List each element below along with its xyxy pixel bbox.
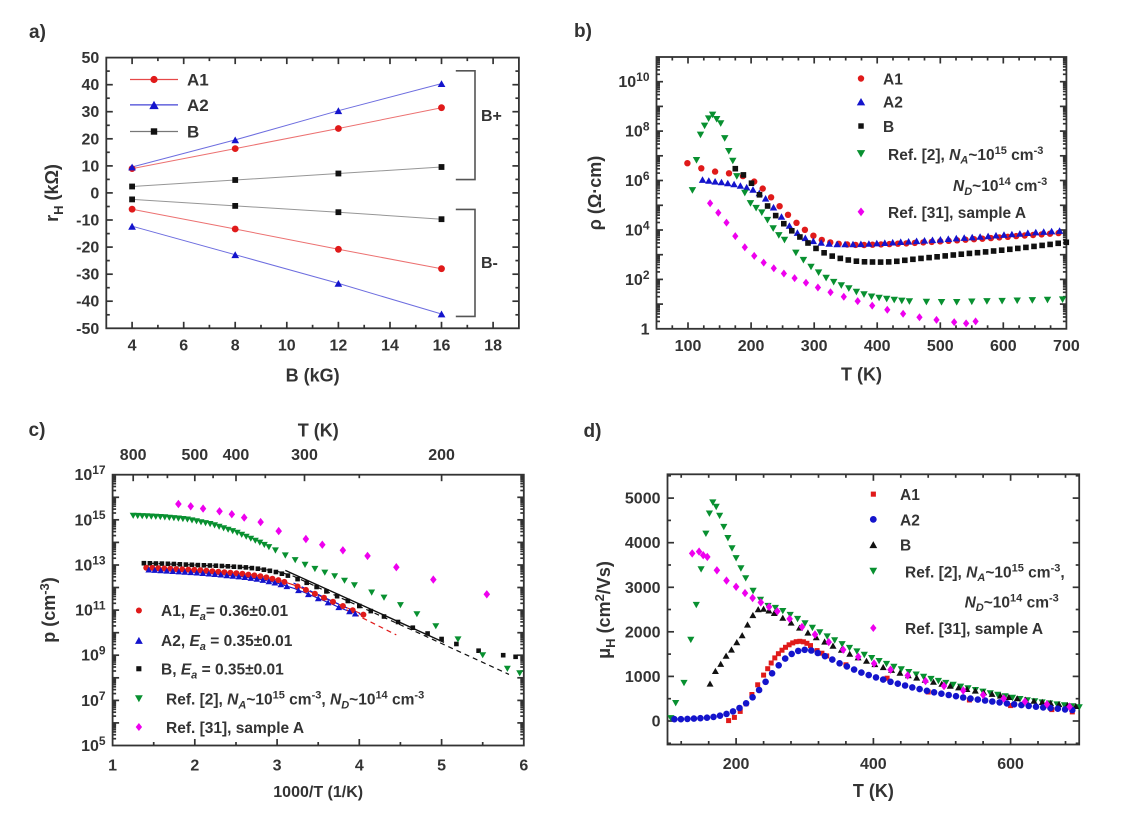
svg-text:12: 12 — [329, 337, 347, 354]
svg-text:2: 2 — [190, 758, 199, 775]
svg-text:5000: 5000 — [625, 491, 661, 508]
svg-text:300: 300 — [291, 447, 318, 464]
svg-text:18: 18 — [484, 337, 502, 354]
svg-text:6: 6 — [519, 758, 528, 775]
svg-text:30: 30 — [82, 104, 100, 121]
svg-text:200: 200 — [738, 338, 765, 355]
svg-text:400: 400 — [864, 338, 891, 355]
svg-text:d): d) — [584, 421, 602, 442]
svg-text:ND~1014 cm-3: ND~1014 cm-3 — [953, 176, 1047, 198]
svg-text:B: B — [883, 119, 894, 136]
svg-text:108: 108 — [625, 120, 650, 141]
svg-text:-50: -50 — [76, 321, 99, 338]
svg-text:A1: A1 — [883, 72, 903, 89]
svg-text:50: 50 — [82, 50, 100, 67]
svg-text:B, Ea = 0.35±0.01: B, Ea = 0.35±0.01 — [161, 662, 284, 682]
svg-text:400: 400 — [223, 447, 250, 464]
svg-text:1010: 1010 — [618, 70, 649, 91]
svg-text:B: B — [900, 538, 911, 555]
svg-text:B: B — [187, 123, 199, 142]
svg-text:4: 4 — [355, 758, 364, 775]
svg-text:109: 109 — [81, 644, 106, 665]
svg-text:-10: -10 — [76, 213, 99, 230]
svg-text:200: 200 — [723, 756, 750, 773]
svg-text:B+: B+ — [481, 108, 502, 125]
svg-text:16: 16 — [433, 337, 451, 354]
svg-text:800: 800 — [120, 447, 147, 464]
svg-text:0: 0 — [90, 185, 99, 202]
svg-text:4: 4 — [128, 337, 137, 354]
svg-text:3000: 3000 — [625, 580, 661, 597]
svg-text:T (K): T (K) — [841, 364, 882, 384]
svg-text:-40: -40 — [76, 294, 99, 311]
svg-text:A2: A2 — [900, 512, 920, 529]
svg-text:Ref. [31], sample A: Ref. [31], sample A — [905, 621, 1043, 638]
svg-text:-20: -20 — [76, 240, 99, 257]
svg-text:A2, Ea = 0.35±0.01: A2, Ea = 0.35±0.01 — [161, 633, 293, 653]
svg-text:100: 100 — [675, 338, 702, 355]
svg-text:8: 8 — [231, 337, 240, 354]
svg-text:6: 6 — [179, 337, 188, 354]
svg-text:500: 500 — [181, 447, 208, 464]
svg-text:2000: 2000 — [625, 624, 661, 641]
svg-text:106: 106 — [625, 169, 650, 190]
svg-text:Ref. [2], NA~1015 cm-3, ND~101: Ref. [2], NA~1015 cm-3, ND~1014 cm-3 — [166, 690, 424, 712]
svg-text:40: 40 — [82, 77, 100, 94]
svg-text:1000: 1000 — [625, 669, 661, 686]
svg-text:102: 102 — [625, 268, 650, 289]
svg-text:A2: A2 — [883, 95, 903, 112]
svg-text:105: 105 — [81, 734, 106, 755]
svg-text:4000: 4000 — [625, 535, 661, 552]
svg-text:ρ (Ω·cm): ρ (Ω·cm) — [585, 156, 605, 231]
svg-text:B-: B- — [481, 255, 498, 272]
svg-text:1015: 1015 — [74, 508, 105, 529]
svg-text:A1: A1 — [900, 487, 920, 504]
svg-text:μH (cm2/Vs): μH (cm2/Vs) — [592, 561, 618, 659]
svg-text:400: 400 — [860, 756, 887, 773]
svg-text:600: 600 — [990, 338, 1017, 355]
svg-text:10: 10 — [82, 158, 100, 175]
svg-text:Ref. [31], sample A: Ref. [31], sample A — [166, 720, 304, 737]
svg-text:3: 3 — [273, 758, 282, 775]
svg-text:700: 700 — [1053, 338, 1080, 355]
svg-text:B (kG): B (kG) — [286, 365, 340, 385]
svg-text:300: 300 — [801, 338, 828, 355]
svg-text:b): b) — [574, 21, 592, 42]
svg-text:1: 1 — [108, 758, 117, 775]
svg-text:1017: 1017 — [74, 463, 105, 484]
svg-text:A1: A1 — [187, 71, 209, 90]
svg-text:14: 14 — [381, 337, 399, 354]
svg-text:T (K): T (K) — [853, 781, 894, 801]
svg-text:a): a) — [29, 22, 46, 43]
svg-text:20: 20 — [82, 131, 100, 148]
svg-text:10: 10 — [278, 337, 296, 354]
svg-text:A1, Ea= 0.36±0.01: A1, Ea= 0.36±0.01 — [161, 603, 288, 623]
svg-text:Ref. [2], NA~1015 cm-3,: Ref. [2], NA~1015 cm-3, — [905, 562, 1065, 584]
svg-text:ND~1014 cm-3: ND~1014 cm-3 — [965, 592, 1059, 614]
svg-text:1: 1 — [641, 321, 650, 338]
svg-text:c): c) — [29, 420, 46, 441]
svg-text:Ref. [2], NA~1015 cm-3: Ref. [2], NA~1015 cm-3 — [888, 145, 1043, 167]
svg-text:1013: 1013 — [74, 553, 105, 574]
svg-text:1011: 1011 — [75, 599, 106, 620]
svg-text:Ref. [31], sample A: Ref. [31], sample A — [888, 205, 1026, 222]
svg-text:200: 200 — [428, 447, 455, 464]
svg-text:1000/T (1/K): 1000/T (1/K) — [273, 784, 363, 801]
svg-text:T (K): T (K) — [298, 421, 339, 441]
svg-text:-30: -30 — [76, 267, 99, 284]
svg-text:A2: A2 — [187, 96, 209, 115]
svg-text:107: 107 — [81, 689, 106, 710]
svg-text:600: 600 — [997, 756, 1024, 773]
svg-text:5: 5 — [437, 758, 446, 775]
svg-text:500: 500 — [927, 338, 954, 355]
svg-text:104: 104 — [625, 218, 650, 239]
svg-text:0: 0 — [652, 714, 661, 731]
